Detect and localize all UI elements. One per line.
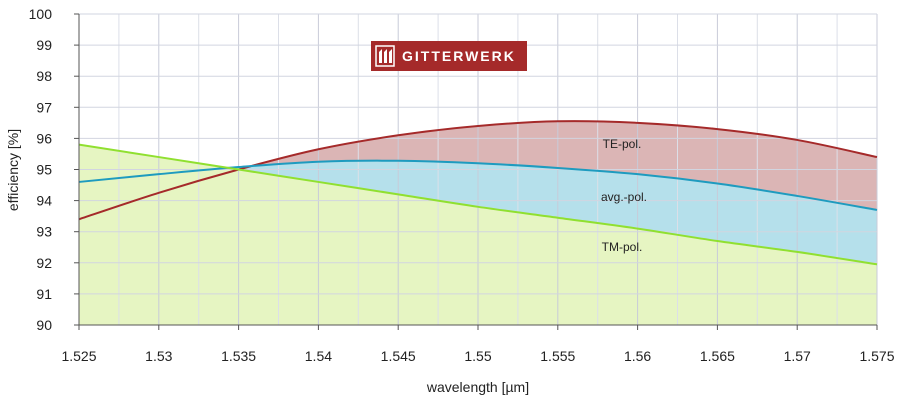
gitterwerk-logo: GITTERWERK (371, 41, 527, 71)
x-tick-label: 1.53 (145, 348, 172, 364)
series-line-avg (78, 159, 878, 211)
y-tick-label: 95 (36, 162, 52, 178)
logo-background (371, 41, 527, 71)
y-tick-label: 90 (36, 317, 52, 333)
y-tick-label: 91 (36, 286, 52, 302)
x-tick-label: 1.545 (381, 348, 416, 364)
x-tick-label: 1.525 (61, 348, 96, 364)
x-tick-label: 1.565 (700, 348, 735, 364)
x-tick-label: 1.575 (859, 348, 894, 364)
x-tick-label: 1.54 (305, 348, 332, 364)
y-tick-label: 99 (36, 37, 52, 53)
y-tick-label: 93 (36, 224, 52, 240)
y-tick-label: 100 (29, 6, 53, 22)
logo-text: GITTERWERK (402, 48, 516, 64)
y-tick-label: 98 (36, 68, 52, 84)
x-tick-label: 1.55 (464, 348, 491, 364)
y-tick-label: 92 (36, 255, 52, 271)
x-tick-label: 1.57 (784, 348, 811, 364)
x-tick-label: 1.56 (624, 348, 651, 364)
y-axis-label: efficiency [%] (5, 129, 21, 211)
series-line-te (78, 120, 878, 221)
series-label-te: TE-pol. (603, 137, 642, 151)
series-lines (78, 120, 878, 266)
y-tick-label: 97 (36, 99, 52, 115)
series-label-avg: avg.-pol. (601, 190, 647, 204)
x-tick-label: 1.555 (540, 348, 575, 364)
factory-icon (375, 45, 395, 67)
series-label-tm: TM-pol. (602, 240, 643, 254)
series-line-tm (78, 143, 878, 266)
x-tick-label: 1.535 (221, 348, 256, 364)
x-axis-label: wavelength [µm] (426, 379, 529, 395)
tick-labels: 1.525 1.53 1.535 1.54 1.545 1.55 1.555 1.56 1.56… (29, 6, 895, 364)
y-tick-label: 96 (36, 130, 52, 146)
y-tick-label: 94 (36, 193, 52, 209)
axes (74, 13, 878, 330)
